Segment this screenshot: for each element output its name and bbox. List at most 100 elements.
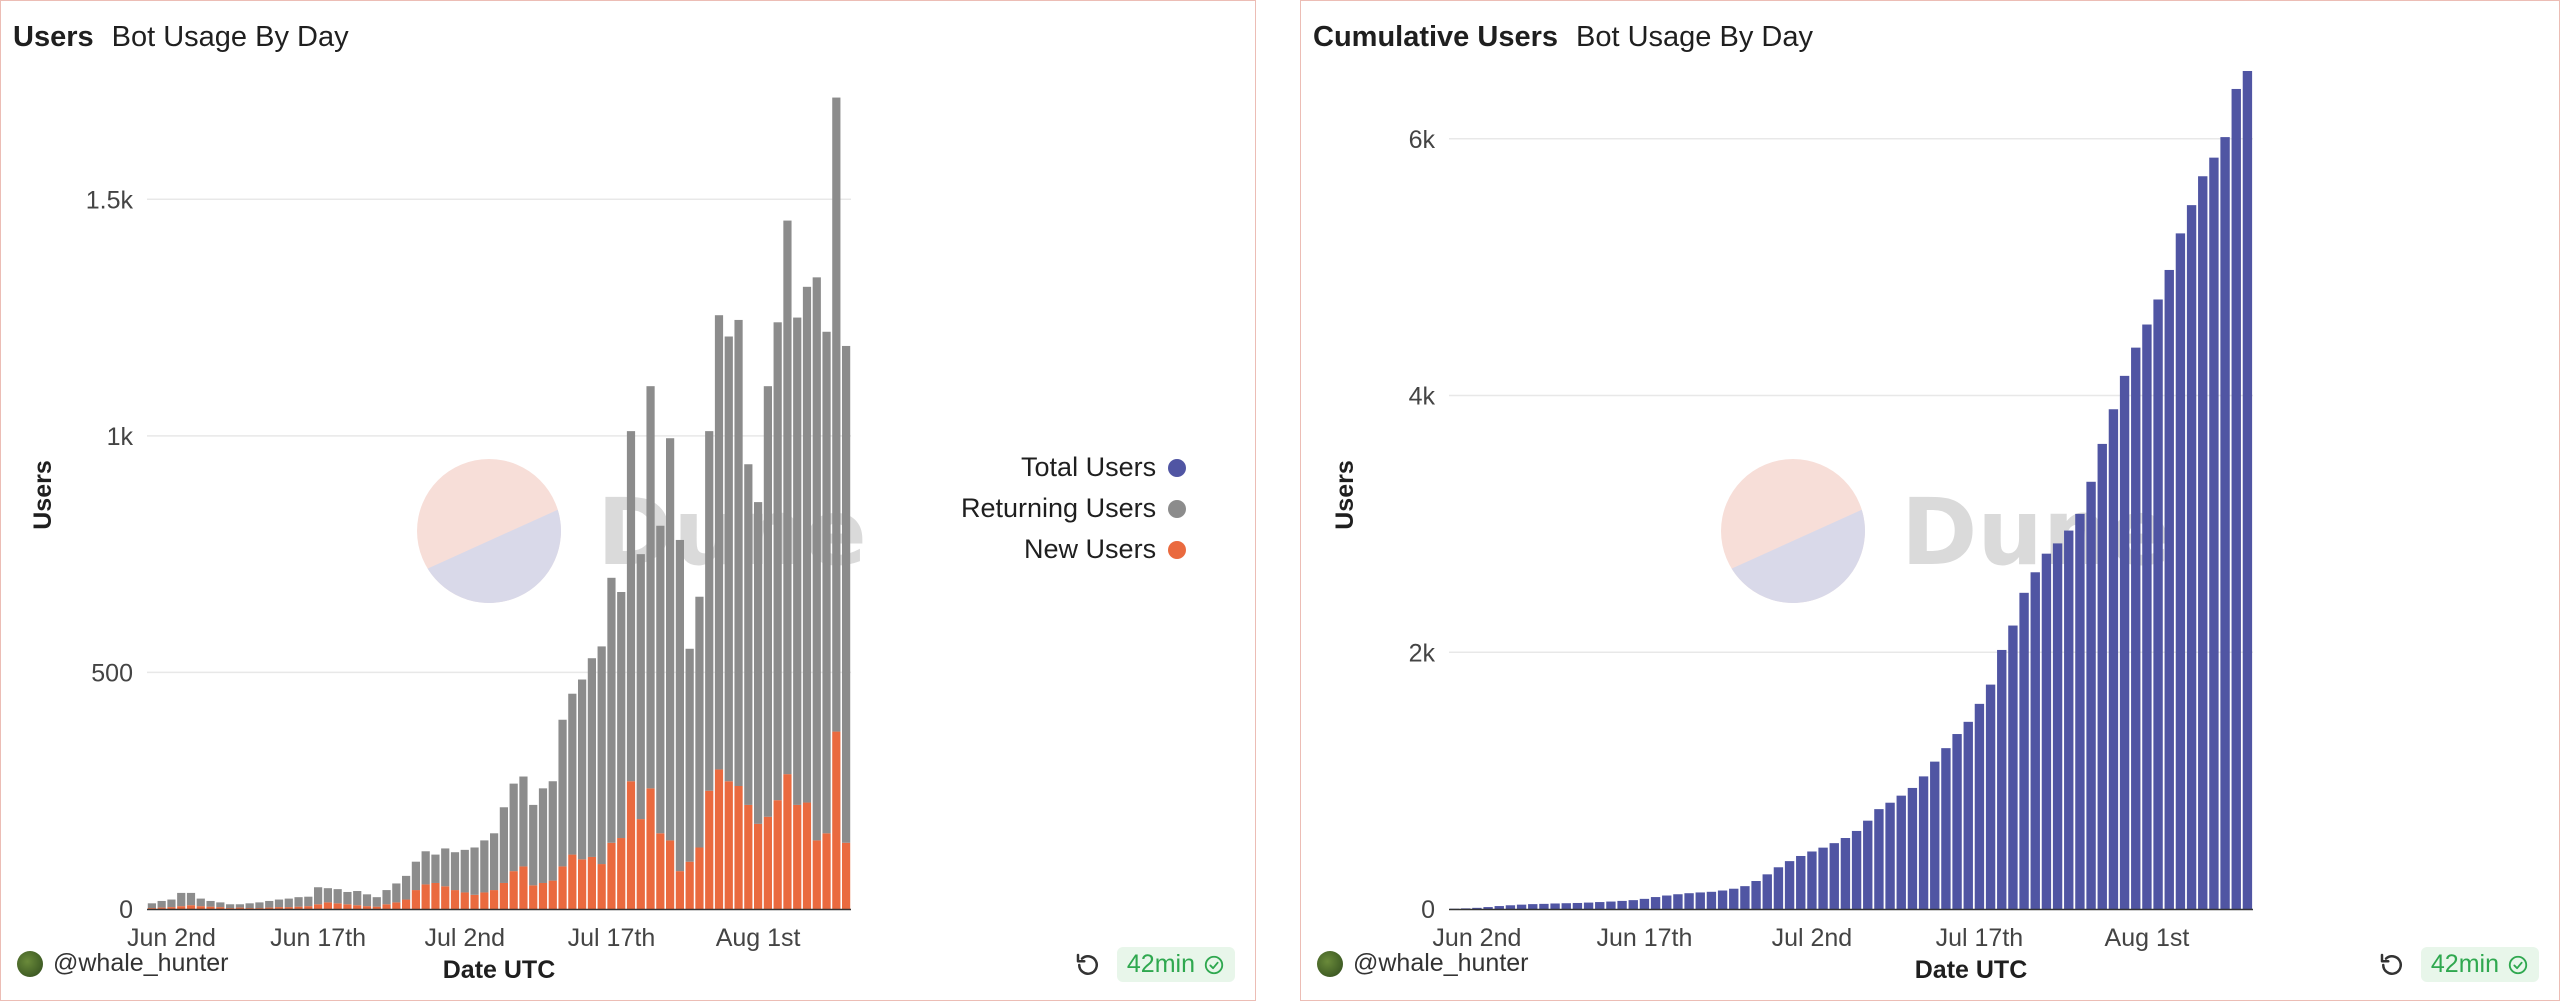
bar-total-users[interactable] <box>1907 787 1918 909</box>
bar-new-users[interactable] <box>754 823 763 909</box>
bar-returning-users[interactable] <box>157 900 166 908</box>
bar-new-users[interactable] <box>617 838 626 909</box>
bar-total-users[interactable] <box>2064 530 2074 909</box>
bar-total-users[interactable] <box>2030 572 2040 909</box>
bar-returning-users[interactable] <box>548 781 557 881</box>
legend-item-returning-users[interactable]: Returning Users <box>961 488 1187 529</box>
bar-total-users[interactable] <box>2198 176 2208 909</box>
bar-new-users[interactable] <box>382 904 391 909</box>
bar-total-users[interactable] <box>1461 908 1471 909</box>
bar-new-users[interactable] <box>304 906 313 909</box>
bar-total-users[interactable] <box>2119 375 2130 909</box>
bar-total-users[interactable] <box>2231 88 2241 909</box>
bar-returning-users[interactable] <box>675 539 684 872</box>
bar-total-users[interactable] <box>1740 886 1750 909</box>
bar-new-users[interactable] <box>362 906 372 909</box>
bar-returning-users[interactable] <box>714 315 724 770</box>
bar-returning-users[interactable] <box>226 904 235 909</box>
bar-new-users[interactable] <box>421 884 430 909</box>
bar-new-users[interactable] <box>441 886 450 909</box>
bar-new-users[interactable] <box>783 774 792 909</box>
bar-new-users[interactable] <box>186 905 196 909</box>
bar-returning-users[interactable] <box>509 783 518 872</box>
bar-returning-users[interactable] <box>656 525 665 834</box>
bar-new-users[interactable] <box>216 907 225 909</box>
bar-total-users[interactable] <box>2175 233 2186 909</box>
bar-new-users[interactable] <box>626 781 636 909</box>
bar-new-users[interactable] <box>157 907 166 909</box>
refresh-icon[interactable] <box>1073 950 1103 980</box>
bar-returning-users[interactable] <box>411 861 420 891</box>
bar-total-users[interactable] <box>1684 893 1694 909</box>
bar-returning-users[interactable] <box>763 386 772 817</box>
bar-total-users[interactable] <box>1997 649 2007 909</box>
bar-returning-users[interactable] <box>812 277 821 841</box>
bar-new-users[interactable] <box>578 859 587 909</box>
bar-total-users[interactable] <box>1628 900 1638 909</box>
bar-total-users[interactable] <box>2242 70 2253 910</box>
bar-new-users[interactable] <box>529 885 538 909</box>
bar-new-users[interactable] <box>724 781 733 909</box>
bar-total-users[interactable] <box>1572 902 1583 909</box>
bar-new-users[interactable] <box>607 842 616 909</box>
bar-returning-users[interactable] <box>196 898 205 907</box>
bar-total-users[interactable] <box>1528 904 1538 909</box>
bar-total-users[interactable] <box>1483 907 1493 909</box>
bar-returning-users[interactable] <box>362 894 372 907</box>
bar-returning-users[interactable] <box>343 891 352 905</box>
bar-returning-users[interactable] <box>382 890 391 905</box>
bar-total-users[interactable] <box>1784 861 1795 909</box>
bar-new-users[interactable] <box>519 866 528 909</box>
bar-total-users[interactable] <box>1494 906 1504 909</box>
bar-total-users[interactable] <box>1840 838 1851 909</box>
bar-total-users[interactable] <box>1550 903 1560 909</box>
bar-returning-users[interactable] <box>323 888 332 903</box>
bar-returning-users[interactable] <box>793 317 802 805</box>
bar-total-users[interactable] <box>1561 903 1571 909</box>
bar-total-users[interactable] <box>2097 443 2107 909</box>
bar-returning-users[interactable] <box>695 596 704 848</box>
bar-new-users[interactable] <box>431 882 440 909</box>
bar-new-users[interactable] <box>548 880 557 909</box>
bar-returning-users[interactable] <box>265 900 274 908</box>
bar-total-users[interactable] <box>1539 903 1549 909</box>
bar-returning-users[interactable] <box>519 776 528 867</box>
legend-item-new-users[interactable]: New Users <box>961 529 1187 570</box>
bar-total-users[interactable] <box>1751 881 1761 909</box>
bar-new-users[interactable] <box>793 804 802 909</box>
bar-total-users[interactable] <box>1930 761 1940 909</box>
bar-new-users[interactable] <box>802 802 812 909</box>
bar-returning-users[interactable] <box>235 904 244 908</box>
bar-new-users[interactable] <box>705 790 714 909</box>
bar-new-users[interactable] <box>842 842 851 909</box>
bar-returning-users[interactable] <box>705 431 714 791</box>
bar-new-users[interactable] <box>773 800 782 909</box>
bar-new-users[interactable] <box>714 769 724 909</box>
bar-returning-users[interactable] <box>353 891 362 906</box>
bar-new-users[interactable] <box>255 908 264 909</box>
bar-total-users[interactable] <box>1595 902 1605 909</box>
bar-new-users[interactable] <box>274 907 284 909</box>
bar-total-users[interactable] <box>1695 892 1705 909</box>
bar-new-users[interactable] <box>499 882 508 909</box>
bar-returning-users[interactable] <box>255 902 264 909</box>
bar-new-users[interactable] <box>353 905 362 909</box>
bar-total-users[interactable] <box>1941 748 1951 909</box>
bar-total-users[interactable] <box>1807 851 1817 909</box>
bar-new-users[interactable] <box>206 906 215 909</box>
bar-total-users[interactable] <box>1896 795 1906 909</box>
bar-total-users[interactable] <box>1516 904 1527 909</box>
bar-new-users[interactable] <box>284 907 293 909</box>
bar-returning-users[interactable] <box>617 591 626 839</box>
bar-returning-users[interactable] <box>842 345 851 843</box>
refresh-icon[interactable] <box>2377 950 2407 980</box>
bar-total-users[interactable] <box>1762 874 1772 909</box>
bar-new-users[interactable] <box>470 894 479 909</box>
bar-total-users[interactable] <box>1505 905 1516 909</box>
bar-returning-users[interactable] <box>216 902 225 908</box>
bar-returning-users[interactable] <box>450 852 460 891</box>
bar-new-users[interactable] <box>812 840 821 909</box>
bar-new-users[interactable] <box>675 871 684 909</box>
bar-new-users[interactable] <box>460 892 469 909</box>
bar-returning-users[interactable] <box>607 577 616 843</box>
